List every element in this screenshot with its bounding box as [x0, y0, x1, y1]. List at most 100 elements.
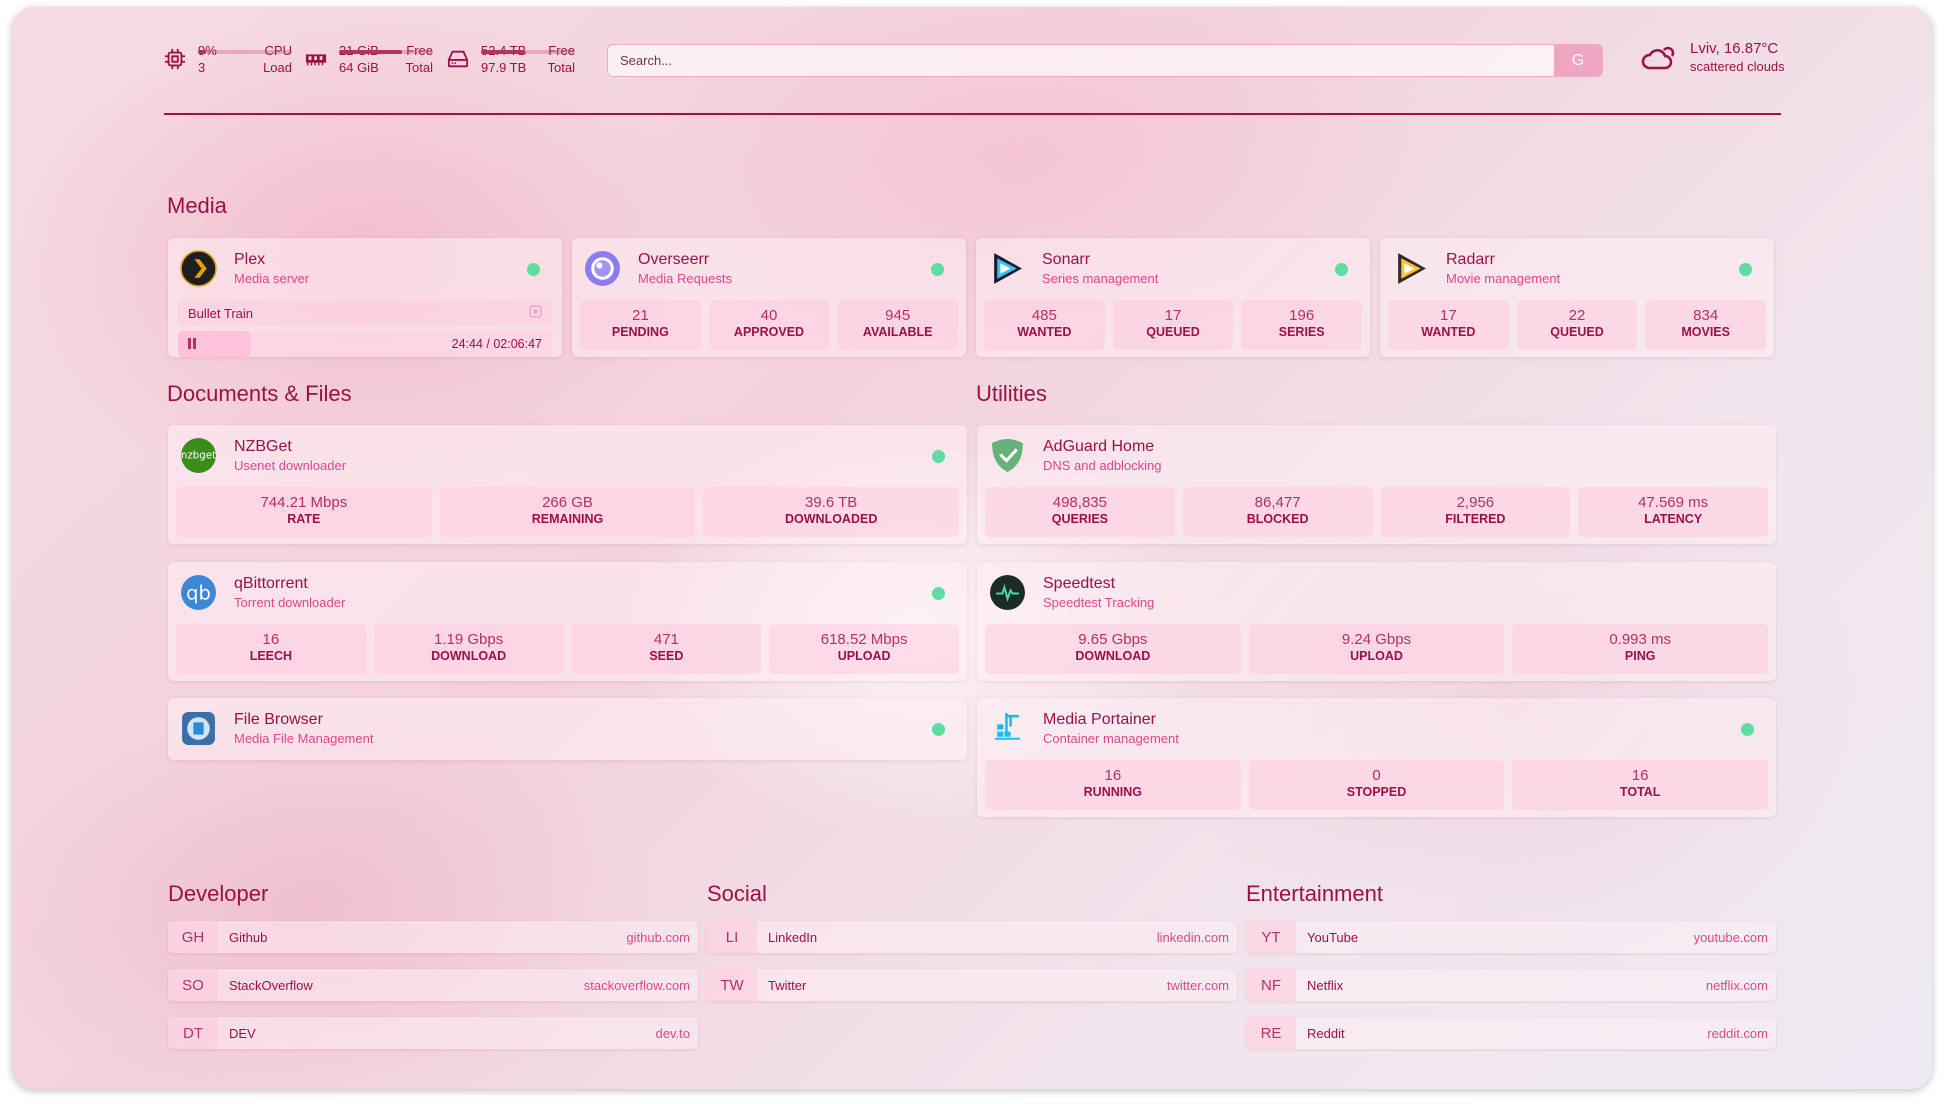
- cloud-sun-icon: [1641, 46, 1675, 69]
- stat-label: RATE: [287, 512, 321, 526]
- pause-icon[interactable]: [188, 338, 196, 349]
- stat-label: QUERIES: [1051, 512, 1108, 526]
- service-description: Usenet downloader: [234, 458, 347, 473]
- stat-label: RUNNING: [1083, 785, 1142, 799]
- stat-filtered: 2,956 FILTERED: [1380, 487, 1571, 537]
- playback-progress[interactable]: 24:44 / 02:06:47: [178, 331, 552, 357]
- playback-time: 24:44 / 02:06:47: [451, 337, 542, 351]
- stat-value: 266 GB: [542, 494, 593, 511]
- bookmark-url: dev.to: [655, 1025, 690, 1041]
- service-stats: 16 RUNNING 0 STOPPED 16 TOTAL: [977, 760, 1776, 817]
- stat-value: 17: [1439, 307, 1457, 324]
- disk-usage-bar: [481, 50, 575, 54]
- stat-label: SEED: [649, 649, 684, 663]
- service-card-file-browser[interactable]: File Browser Media File Management: [168, 698, 967, 760]
- stat-queries: 498,835 QUERIES: [985, 487, 1175, 537]
- bookmark-name: LinkedIn: [768, 929, 818, 945]
- bookmark-stackoverflow[interactable]: SO StackOverflow stackoverflow.com: [168, 969, 698, 1001]
- search-input[interactable]: [608, 45, 1554, 76]
- service-header: Sonarr Series management: [976, 238, 1370, 300]
- stat-value: 0: [1372, 767, 1381, 784]
- bookmark-linkedin[interactable]: LI LinkedIn linkedin.com: [707, 921, 1237, 953]
- stat-seed: 471 SEED: [571, 624, 762, 674]
- stat-value: 834: [1693, 307, 1719, 324]
- search-provider-button[interactable]: G: [1554, 45, 1602, 76]
- overseerr-icon: [584, 250, 621, 287]
- weather-condition: scattered clouds: [1690, 59, 1785, 74]
- service-card-sonarr[interactable]: Sonarr Series management 485 WANTED 17 QUEUED…: [976, 238, 1370, 357]
- cpu-label: CPU: [264, 43, 292, 58]
- service-stats: 9.65 Gbps DOWNLOAD 9.24 Gbps UPLOAD 0.993 ms…: [977, 624, 1776, 681]
- service-header: AdGuard Home DNS and adblocking: [977, 425, 1776, 487]
- status-indicator: [932, 450, 945, 463]
- service-card-media-portainer[interactable]: Media Portainer Container management 16 RUN…: [977, 698, 1776, 817]
- bookmark-github[interactable]: GH Github github.com: [168, 921, 698, 953]
- stat-value: 0.993 ms: [1609, 631, 1672, 648]
- qbittorrent-icon: qb: [180, 574, 217, 611]
- bookmark-name: Github: [229, 929, 268, 945]
- stat-label: DOWNLOADED: [785, 512, 878, 526]
- stat-label: DOWNLOAD: [431, 649, 507, 663]
- service-description: Media File Management: [234, 731, 374, 746]
- service-description: Media server: [234, 271, 310, 286]
- stat-label: FILTERED: [1445, 512, 1506, 526]
- weather-location-temp: Lviv, 16.87°C: [1690, 40, 1779, 57]
- plex-icon: [180, 250, 217, 287]
- service-name: Media Portainer: [1043, 711, 1156, 728]
- stat-queued: 17 QUEUED: [1112, 300, 1234, 350]
- stat-label: PENDING: [611, 325, 669, 339]
- bookmark-netflix[interactable]: NF Netflix netflix.com: [1246, 969, 1776, 1001]
- stat-value: 47.569 ms: [1638, 494, 1709, 511]
- service-card-radarr[interactable]: Radarr Movie management 17 WANTED 22 QUEUED 83…: [1380, 238, 1774, 357]
- service-card-adguard-home[interactable]: AdGuard Home DNS and adblocking 498,835 QUE…: [977, 425, 1776, 544]
- bookmark-twitter[interactable]: TW Twitter twitter.com: [707, 969, 1237, 1001]
- bookmark-dev[interactable]: DT DEV dev.to: [168, 1017, 698, 1049]
- service-description: Series management: [1042, 271, 1159, 286]
- stat-label: REMAINING: [531, 512, 604, 526]
- service-stats: 17 WANTED 22 QUEUED 834 MOVIES: [1380, 300, 1774, 357]
- service-stats: 16 LEECH 1.19 Gbps DOWNLOAD 471 SEED 618.52 Mb…: [168, 624, 967, 681]
- service-description: Container management: [1043, 731, 1179, 746]
- speedtest-icon: [989, 574, 1026, 611]
- stat-value: 21: [631, 307, 649, 324]
- stat-available: 945 AVAILABLE: [837, 300, 959, 350]
- stat-value: 39.6 TB: [805, 494, 858, 511]
- service-card-plex[interactable]: Plex Media server Bullet Train 24:44 / 02:0…: [168, 238, 562, 357]
- stat-running: 16 RUNNING: [985, 760, 1241, 810]
- stat-label: STOPPED: [1346, 785, 1407, 799]
- service-stats: 485 WANTED 17 QUEUED 196 SERIES: [976, 300, 1370, 357]
- status-indicator: [932, 587, 945, 600]
- bookmark-group-title: Entertainment: [1246, 881, 1383, 906]
- bookmark-reddit[interactable]: RE Reddit reddit.com: [1246, 1017, 1776, 1049]
- weather-widget[interactable]: Lviv, 16.87°C scattered clouds: [1640, 39, 1785, 74]
- service-header: Speedtest Speedtest Tracking: [977, 562, 1776, 624]
- service-header: Radarr Movie management: [1380, 238, 1774, 300]
- filebrowser-icon: [180, 710, 217, 747]
- stat-value: 471: [653, 631, 679, 648]
- stat-wanted: 17 WANTED: [1388, 300, 1509, 350]
- service-card-nzbget[interactable]: nzbget NZBGet Usenet downloader 744.21 Mbps…: [168, 425, 967, 544]
- bookmark-url: youtube.com: [1693, 929, 1768, 945]
- section-title-utilities: Utilities: [976, 381, 1047, 406]
- stat-blocked: 86,477 BLOCKED: [1182, 487, 1373, 537]
- stat-queued: 22 QUEUED: [1516, 300, 1638, 350]
- bookmark-url: twitter.com: [1166, 977, 1229, 993]
- radarr-icon: [1392, 250, 1429, 287]
- svg-text:qb: qb: [186, 582, 211, 605]
- bookmark-youtube[interactable]: YT YouTube youtube.com: [1246, 921, 1776, 953]
- section-title-documents: Documents & Files: [167, 381, 352, 406]
- service-name: Speedtest: [1043, 575, 1116, 592]
- section-title-media: Media: [167, 193, 227, 218]
- memory-usage-fill: [339, 50, 402, 54]
- service-name: qBittorrent: [234, 575, 308, 592]
- service-card-speedtest[interactable]: Speedtest Speedtest Tracking 9.65 Gbps DOWN…: [977, 562, 1776, 681]
- service-card-qbittorrent[interactable]: qb qBittorrent Torrent downloader 16 LEECH 1.…: [168, 562, 967, 681]
- bookmark-abbr: SO: [168, 969, 218, 1001]
- service-card-overseerr[interactable]: Overseerr Media Requests 21 PENDING 40 APPROV…: [572, 238, 966, 357]
- header-divider: [164, 113, 1781, 115]
- portainer-icon: [989, 710, 1026, 747]
- stat-value: 40: [760, 307, 778, 324]
- stat-download: 1.19 Gbps DOWNLOAD: [373, 624, 564, 674]
